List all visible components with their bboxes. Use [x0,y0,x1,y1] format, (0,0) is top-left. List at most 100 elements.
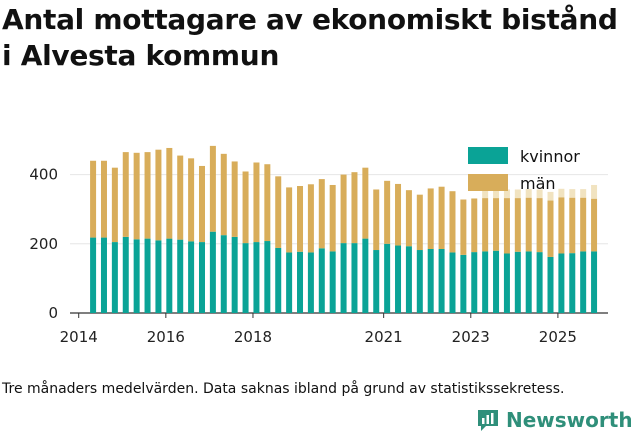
bar-kvinnor [307,252,314,313]
x-tick-label: 2018 [234,328,272,346]
bar-man [144,152,151,239]
bar-kvinnor [482,251,489,313]
bar-kvinnor [449,252,456,313]
bar-man-faded [503,189,510,199]
bar-kvinnor [547,256,554,313]
bar-kvinnor [286,252,293,313]
bar-man [536,198,543,253]
bar-kvinnor [111,242,118,313]
bar-man [329,184,336,252]
bar-kvinnor [416,250,423,313]
bar-man-faded [514,189,521,199]
faded-bars [482,184,598,201]
bar-man-faded [525,189,532,198]
bar-man [482,198,489,252]
legend: kvinnor män [468,147,580,193]
bar-man [427,188,434,249]
bar-kvinnor [188,241,195,313]
bar-man [177,155,184,240]
bar-man [493,198,500,251]
bar-man-faded [547,191,554,201]
bar-man [384,180,391,244]
bar-man [362,167,369,239]
bar-kvinnor [133,239,140,313]
bar-kvinnor [536,252,543,313]
y-tick-label: 200 [29,235,58,253]
x-tick-label: 2025 [539,328,577,346]
bar-man [373,189,380,251]
bar-kvinnor [427,248,434,313]
bar-kvinnor [253,242,260,313]
bar-man [100,160,107,238]
bar-kvinnor [351,243,358,313]
y-axis-ticks: 0 200 400 [29,166,58,322]
y-tick-label: 0 [48,304,58,322]
legend-label-man: män [520,174,556,193]
bar-man [188,158,195,242]
bar-kvinnor [514,251,521,313]
bar-man [460,199,467,255]
bar-kvinnor [591,251,598,313]
brand-logo[interactable]: Newsworthy [476,408,631,432]
bar-man [514,198,521,252]
bar-kvinnor [580,251,587,313]
bar-kvinnor [144,238,151,313]
bar-man [242,171,249,244]
bar-man [471,198,478,253]
bar-man-faded [558,188,565,198]
bar-man [580,197,587,252]
bar-man [591,198,598,252]
bar-man [395,183,402,246]
x-tick-label: 2016 [147,328,185,346]
bar-kvinnor [264,241,271,313]
bar-man [297,186,304,252]
bar-man [286,187,293,253]
bar-kvinnor [329,251,336,313]
chart-title: Antal mottagare av ekonomiskt bistånd i … [2,3,618,72]
bar-kvinnor [122,236,129,313]
bar-man-faded [493,189,500,199]
bar-kvinnor [231,236,238,313]
bar-man [525,197,532,252]
bar-man [547,200,554,257]
bar-kvinnor [405,246,412,313]
bar-man-faded [580,189,587,198]
bar-kvinnor [395,245,402,313]
bar-kvinnor [209,231,216,313]
bar-man [155,149,162,241]
bar-man [111,167,118,243]
bar-kvinnor [384,243,391,313]
x-tick-label: 2021 [365,328,403,346]
legend-swatch-man [468,174,508,191]
bar-kvinnor [558,253,565,313]
x-axis-ticks: 2014 2016 2018 2021 2023 2025 [60,313,577,346]
bar-man [340,174,347,244]
bar-kvinnor [460,254,467,313]
bar-man-faded [536,189,543,199]
bar-man [264,164,271,242]
bars [90,145,598,313]
bar-man [209,145,216,232]
brand-name: Newsworthy [506,408,631,432]
bar-kvinnor [177,239,184,313]
bar-man [503,198,510,254]
bar-kvinnor [275,247,282,313]
bar-man [90,160,97,238]
bar-man [351,172,358,244]
bar-man [405,190,412,247]
bar-man [231,161,238,237]
bar-kvinnor [166,238,173,313]
bar-kvinnor [90,237,97,313]
bar-kvinnor [198,242,205,313]
bar-kvinnor [471,252,478,313]
bar-kvinnor [340,243,347,313]
bar-kvinnor [569,253,576,313]
bar-man [220,153,227,236]
bar-kvinnor [503,253,510,313]
bar-kvinnor [155,240,162,313]
bar-man [558,197,565,254]
bar-kvinnor [362,238,369,313]
bar-kvinnor [493,250,500,313]
bar-kvinnor [438,248,445,313]
bar-man [253,162,260,243]
